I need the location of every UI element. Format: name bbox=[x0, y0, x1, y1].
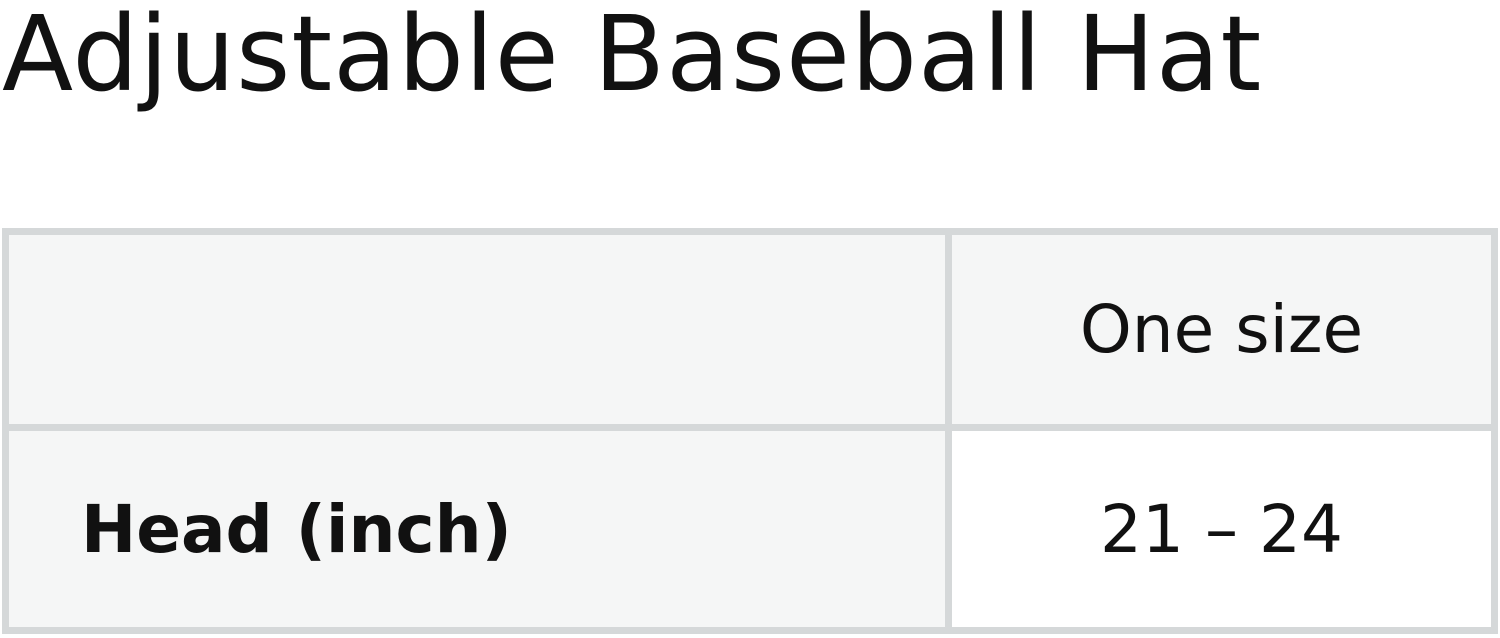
table-row: Head (inch) 21 – 24 bbox=[2, 424, 1498, 634]
header-empty-cell bbox=[2, 228, 952, 431]
table-header-row: One size bbox=[2, 228, 1498, 431]
page-title: Adjustable Baseball Hat bbox=[2, 0, 1263, 115]
size-chart-table: One size Head (inch) 21 – 24 bbox=[2, 228, 1498, 634]
header-one-size: One size bbox=[945, 228, 1498, 431]
row-label-head: Head (inch) bbox=[2, 424, 952, 634]
row-value-head: 21 – 24 bbox=[945, 424, 1498, 634]
